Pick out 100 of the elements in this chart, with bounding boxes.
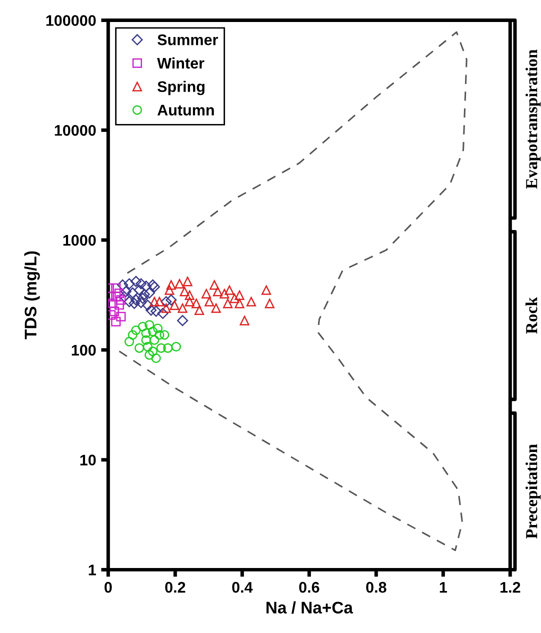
point: [111, 283, 121, 293]
text: Precepitation: [526, 444, 541, 539]
point: [150, 306, 162, 317]
point: [224, 285, 234, 295]
point: [212, 286, 223, 296]
point: [128, 330, 138, 340]
y-tick-label: 10000: [54, 125, 96, 136]
point: [118, 291, 130, 302]
point: [128, 298, 140, 309]
point: [142, 300, 154, 311]
point: [148, 326, 158, 336]
point: [152, 324, 163, 334]
point: [150, 335, 160, 345]
point: [144, 350, 154, 360]
point: [116, 295, 126, 305]
point: [246, 296, 256, 306]
point: [135, 296, 147, 308]
point: [144, 287, 155, 298]
legend-label: Spring: [158, 80, 204, 96]
point: [141, 328, 151, 338]
line-series: [116, 31, 468, 552]
x-tick-label: 0: [104, 582, 112, 593]
point: [154, 296, 164, 306]
point: [137, 292, 148, 304]
x-axis-title: Na / Na+Ca: [266, 601, 354, 614]
legend-label: Autumn: [157, 104, 214, 116]
point: [178, 303, 188, 313]
x-tick-label: 1: [440, 582, 447, 593]
legend-label: Winter: [157, 57, 204, 69]
point: [124, 296, 135, 308]
point: [204, 296, 214, 306]
point: [134, 343, 144, 353]
point: [234, 298, 244, 308]
point: [130, 276, 142, 287]
point: [114, 288, 124, 298]
point: [180, 286, 190, 296]
point: [116, 312, 126, 322]
text: Rock: [526, 297, 538, 334]
point: [138, 288, 150, 300]
point: [120, 286, 132, 298]
point: [111, 316, 121, 326]
point: [154, 330, 164, 340]
point: [161, 303, 171, 313]
point: [230, 294, 240, 304]
point: [163, 343, 173, 353]
point: [138, 322, 148, 332]
point: [166, 280, 176, 290]
point: [111, 292, 121, 302]
y-tick-label: 10: [80, 454, 96, 466]
point: [141, 335, 151, 345]
point: [240, 316, 250, 326]
point: [148, 346, 158, 356]
point: [150, 296, 160, 306]
point: [124, 336, 134, 346]
point: [177, 315, 188, 326]
y-axis-title: TDS (mg/L): [24, 251, 40, 340]
point: [220, 288, 230, 298]
point: [130, 294, 142, 306]
y-tick-label: 100000: [46, 15, 96, 26]
x-tick-label: 1.2: [500, 582, 520, 593]
point: [160, 296, 172, 308]
point: [131, 325, 141, 336]
point: [166, 294, 177, 306]
point: [142, 342, 153, 352]
point: [262, 285, 272, 295]
point: [151, 353, 161, 364]
point: [144, 320, 154, 330]
x-tick-label: 0.8: [366, 582, 386, 593]
point: [146, 304, 157, 316]
point: [117, 279, 128, 291]
point: [157, 308, 168, 319]
point: [170, 300, 180, 310]
point: [194, 305, 204, 315]
point: [109, 306, 120, 316]
point: [182, 276, 192, 286]
point: [127, 287, 138, 298]
point: [156, 343, 166, 353]
point: [264, 298, 274, 308]
point: [160, 330, 170, 340]
point: [234, 290, 244, 300]
point: [222, 298, 233, 308]
y-tick-label: 1: [88, 564, 96, 576]
x-tick-label: 0.4: [232, 582, 253, 593]
point: [124, 278, 135, 290]
point: [174, 278, 184, 289]
point: [184, 296, 194, 306]
x-tick-label: 0.6: [299, 582, 320, 593]
point: [171, 342, 181, 352]
point: [202, 288, 212, 298]
legend-label: Summer: [158, 34, 218, 46]
y-tick-label: 1000: [63, 234, 96, 246]
point: [164, 285, 174, 295]
point: [211, 303, 221, 313]
y-tick-label: 100: [72, 344, 96, 356]
point: [140, 280, 152, 292]
point: [108, 298, 118, 308]
x-tick-label: 0.2: [165, 582, 186, 593]
point: [134, 284, 145, 296]
point: [210, 280, 220, 290]
point: [135, 278, 147, 290]
